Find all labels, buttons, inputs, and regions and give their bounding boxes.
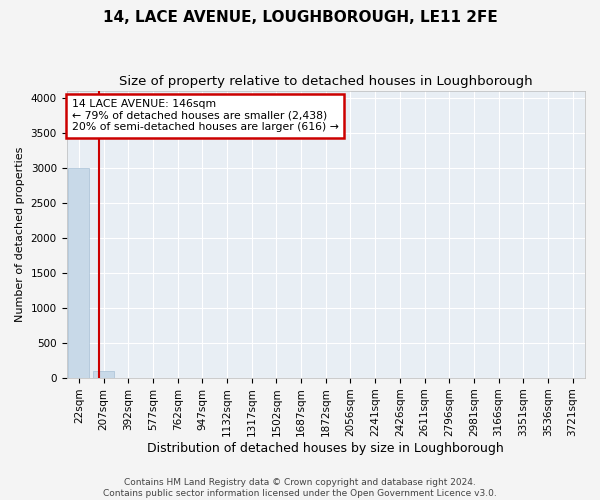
Text: 14 LACE AVENUE: 146sqm
← 79% of detached houses are smaller (2,438)
20% of semi-: 14 LACE AVENUE: 146sqm ← 79% of detached… — [72, 99, 338, 132]
Bar — [68, 168, 89, 378]
Y-axis label: Number of detached properties: Number of detached properties — [15, 146, 25, 322]
X-axis label: Distribution of detached houses by size in Loughborough: Distribution of detached houses by size … — [148, 442, 504, 455]
Title: Size of property relative to detached houses in Loughborough: Size of property relative to detached ho… — [119, 75, 533, 88]
Bar — [93, 371, 114, 378]
Text: 14, LACE AVENUE, LOUGHBOROUGH, LE11 2FE: 14, LACE AVENUE, LOUGHBOROUGH, LE11 2FE — [103, 10, 497, 25]
Text: Contains HM Land Registry data © Crown copyright and database right 2024.
Contai: Contains HM Land Registry data © Crown c… — [103, 478, 497, 498]
